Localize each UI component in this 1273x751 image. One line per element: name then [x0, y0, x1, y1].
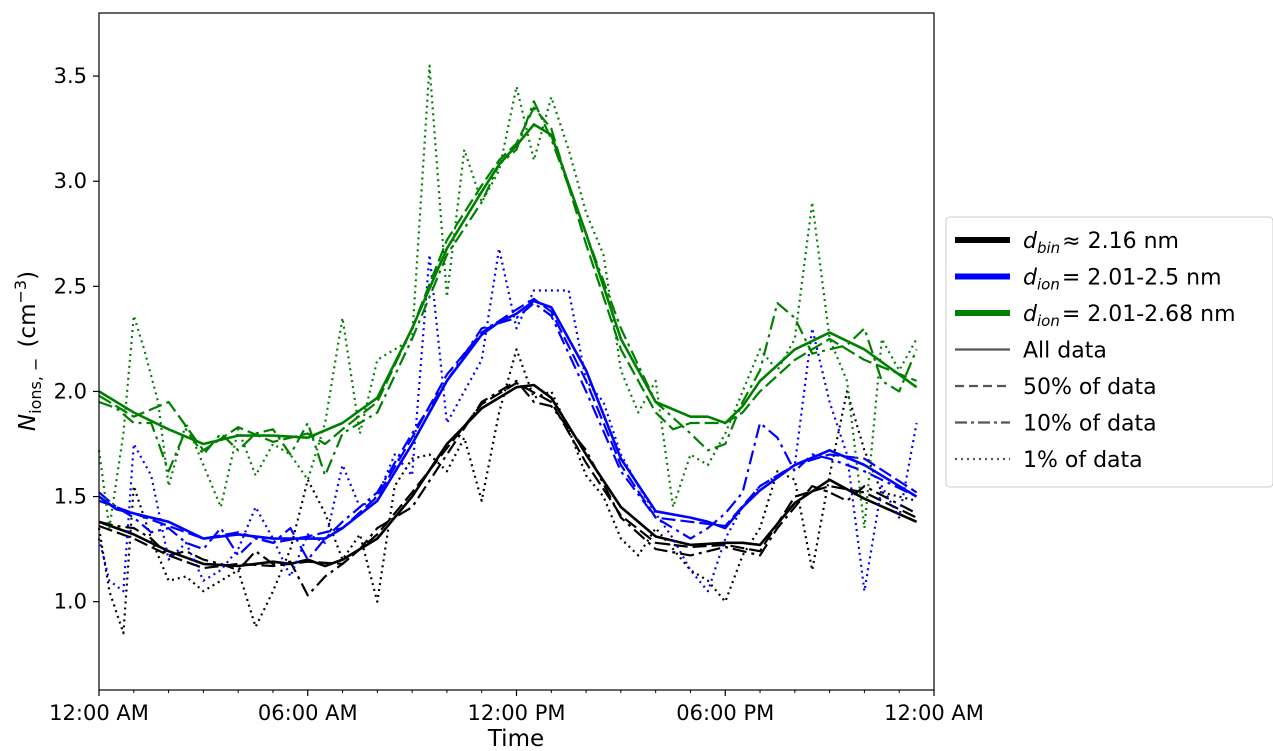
series-line-blue-dashed — [98, 297, 918, 544]
series-line-black-dotted — [97, 348, 917, 635]
x-tick-label: 06:00 AM — [258, 701, 358, 725]
y-tick-label: 3.5 — [54, 64, 87, 88]
series-line-green-dashed — [98, 106, 918, 452]
legend-items: dbin≈ 2.16 nm dion= 2.01-2.5 nm dion= 2.01… — [955, 229, 1236, 473]
legend-label: 10% of data — [1023, 412, 1157, 437]
series-line-black-dashdot — [98, 379, 918, 597]
y-axis-label: Nions, − (cm−3) — [11, 271, 45, 431]
x-axis-label: Time — [487, 726, 544, 751]
legend-label: dbin≈ 2.16 nm — [1023, 229, 1179, 257]
series-layer — [97, 64, 918, 635]
legend-frame — [945, 216, 1273, 488]
series-line-blue-dashdot — [98, 302, 918, 561]
plot-area-frame — [98, 12, 935, 691]
x-tick-label: 06:00 PM — [676, 701, 774, 725]
series-line-green-dotted — [97, 64, 918, 530]
series-line-blue-dotted — [97, 247, 918, 593]
legend: dbin≈ 2.16 nm dion= 2.01-2.5 nm dion= 2.01… — [945, 216, 1273, 488]
legend-label: All data — [1023, 339, 1107, 364]
y-tick-label: 1.5 — [54, 485, 87, 509]
y-tick-label: 2.5 — [54, 274, 87, 298]
series-line-black-dashed — [98, 381, 918, 570]
legend-label: dion= 2.01-2.5 nm — [1023, 266, 1222, 294]
y-axis: 1.0 1.5 2.0 2.5 3.0 3.5 — [54, 64, 99, 614]
y-tick-label: 3.0 — [54, 169, 87, 193]
y-axis-label-subscript: ions, − — [26, 358, 45, 414]
y-tick-label: 2.0 — [54, 379, 87, 403]
legend-label: dion= 2.01-2.68 nm — [1023, 302, 1236, 330]
y-axis-label-close: ) — [15, 271, 41, 280]
x-tick-label: 12:00 AM — [884, 701, 984, 725]
series-line-green-dashdot — [98, 100, 918, 477]
legend-label: 50% of data — [1023, 375, 1157, 400]
y-axis-label-symbol: N — [15, 414, 41, 431]
series-line-green-solid — [98, 123, 918, 446]
x-tick-label: 12:00 PM — [468, 701, 566, 725]
y-axis-label-unit: (cm — [15, 304, 41, 348]
legend-label: 1% of data — [1023, 448, 1143, 473]
y-tick-label: 1.0 — [54, 590, 87, 614]
x-tick-label: 12:00 AM — [49, 701, 149, 725]
y-axis-label-exponent: −3 — [11, 280, 30, 304]
x-axis: 12:00 AM 06:00 AM 12:00 PM 06:00 PM 12:00 AM — [49, 690, 984, 725]
series-line-black-solid — [98, 383, 918, 568]
